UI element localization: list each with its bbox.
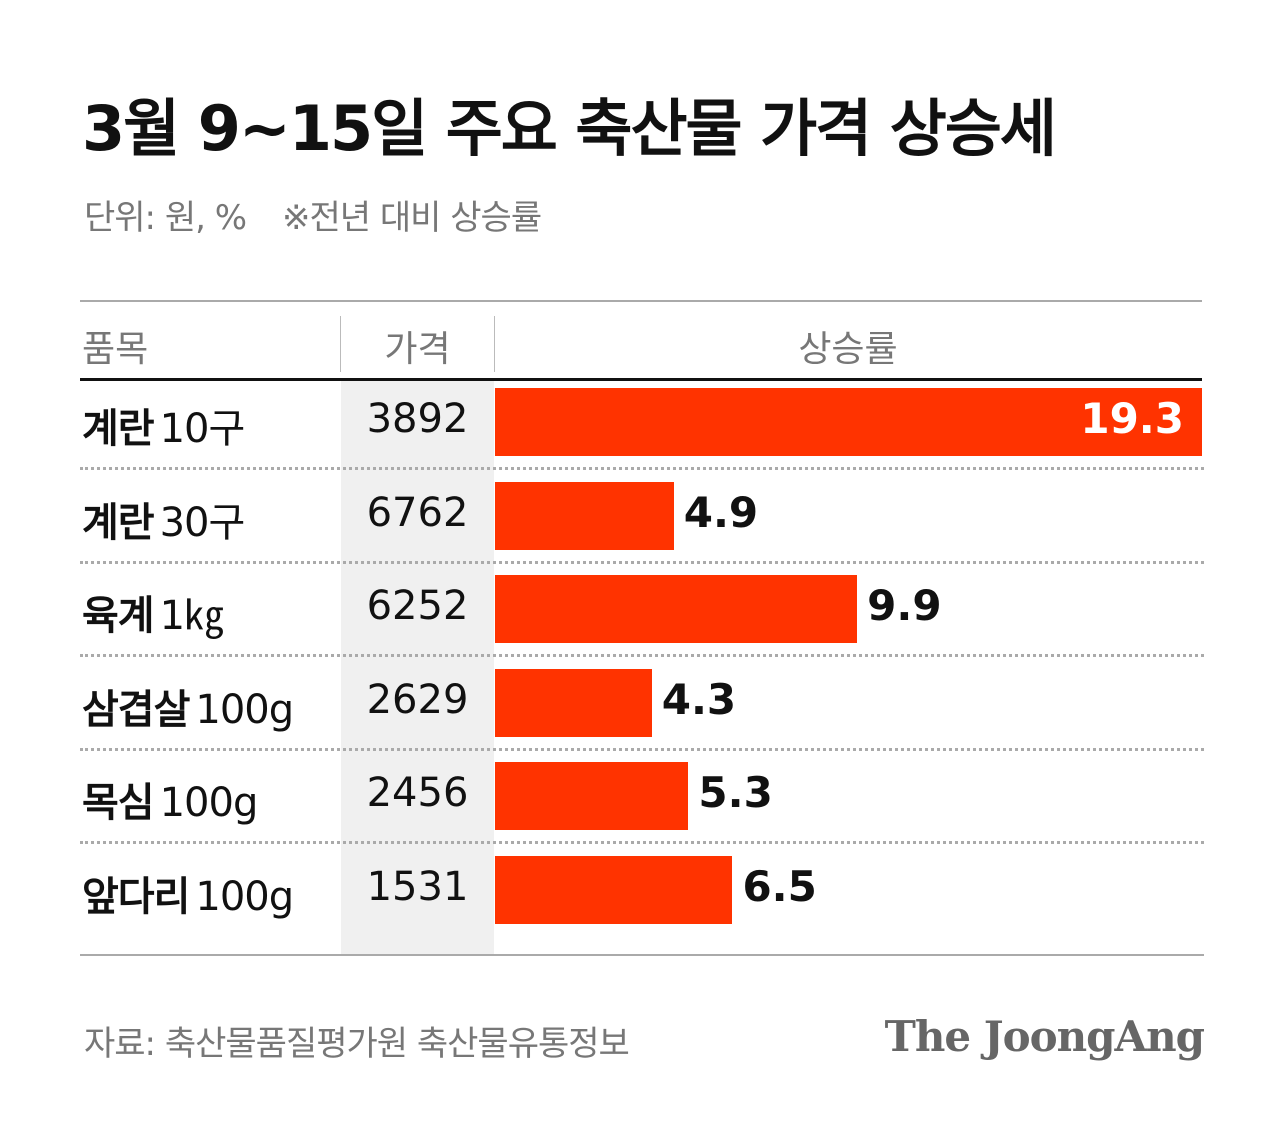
row-label: 앞다리 100g	[82, 864, 294, 922]
row-item-unit: 1㎏	[159, 593, 224, 639]
row-divider	[80, 467, 1204, 470]
row-divider	[80, 747, 1204, 751]
rate-bar	[495, 762, 689, 830]
row-label: 육계 1㎏	[82, 583, 224, 641]
column-header-rate: 상승률	[798, 329, 898, 370]
row-item-name: 계란	[82, 406, 155, 452]
row-label: 삼겹살 100g	[82, 677, 294, 735]
row-label: 계란 10구	[82, 396, 246, 454]
row-label: 계란 30구	[82, 490, 246, 548]
row-price: 2629	[366, 676, 469, 723]
row-item-name: 앞다리	[82, 873, 190, 920]
row-divider	[80, 841, 1204, 844]
rate-value-label: 19.3	[1080, 394, 1184, 443]
row-price: 1531	[366, 863, 469, 910]
row-label: 목심 100g	[82, 770, 259, 828]
row-item-unit: 100g	[159, 780, 259, 826]
price-column-background	[341, 381, 494, 954]
rate-bar	[495, 575, 858, 643]
rate-bar	[495, 668, 652, 737]
row-divider	[80, 560, 1204, 564]
row-item-unit: 30구	[159, 499, 246, 546]
rate-bar	[495, 388, 1202, 456]
unit-label: 단위: 원, %	[84, 198, 247, 238]
publisher-logo: The JoongAng	[884, 1012, 1205, 1061]
column-header-item: 품목	[82, 329, 149, 370]
column-divider	[494, 316, 495, 372]
row-item-name: 목심	[82, 780, 155, 826]
row-price: 2456	[366, 770, 469, 816]
rate-value-label: 5.3	[698, 768, 773, 817]
row-price: 6762	[366, 489, 469, 536]
row-item-unit: 100g	[195, 686, 294, 733]
rate-value-label: 9.9	[867, 581, 942, 630]
chart-title: 3월 9~15일 주요 축산물 가격 상승세	[82, 92, 1057, 165]
rate-bar	[495, 855, 733, 924]
rate-value-label: 6.5	[742, 861, 817, 911]
chart-subtitle: 단위: 원, % ※전년 대비 상승률	[84, 190, 542, 239]
row-item-unit: 10구	[159, 406, 246, 452]
column-header-price: 가격	[384, 329, 451, 370]
row-divider	[80, 654, 1204, 657]
rate-value-label: 4.3	[661, 674, 737, 724]
rate-value-label: 4.9	[683, 487, 759, 537]
row-item-name: 육계	[82, 593, 155, 639]
source-label: 자료: 축산물품질평가원 축산물유통정보	[84, 1024, 630, 1064]
column-divider	[340, 316, 341, 372]
row-price: 6252	[366, 583, 469, 629]
table-bottom-rule	[80, 954, 1204, 956]
row-item-name: 삼겹살	[82, 686, 190, 733]
note-label: ※전년 대비 상승률	[282, 198, 542, 238]
table-top-rule	[80, 300, 1202, 302]
row-item-name: 계란	[82, 499, 155, 546]
row-item-unit: 100g	[195, 873, 294, 920]
rate-bar	[495, 481, 674, 550]
row-price: 3892	[366, 396, 469, 442]
table-header-rule	[80, 378, 1202, 381]
